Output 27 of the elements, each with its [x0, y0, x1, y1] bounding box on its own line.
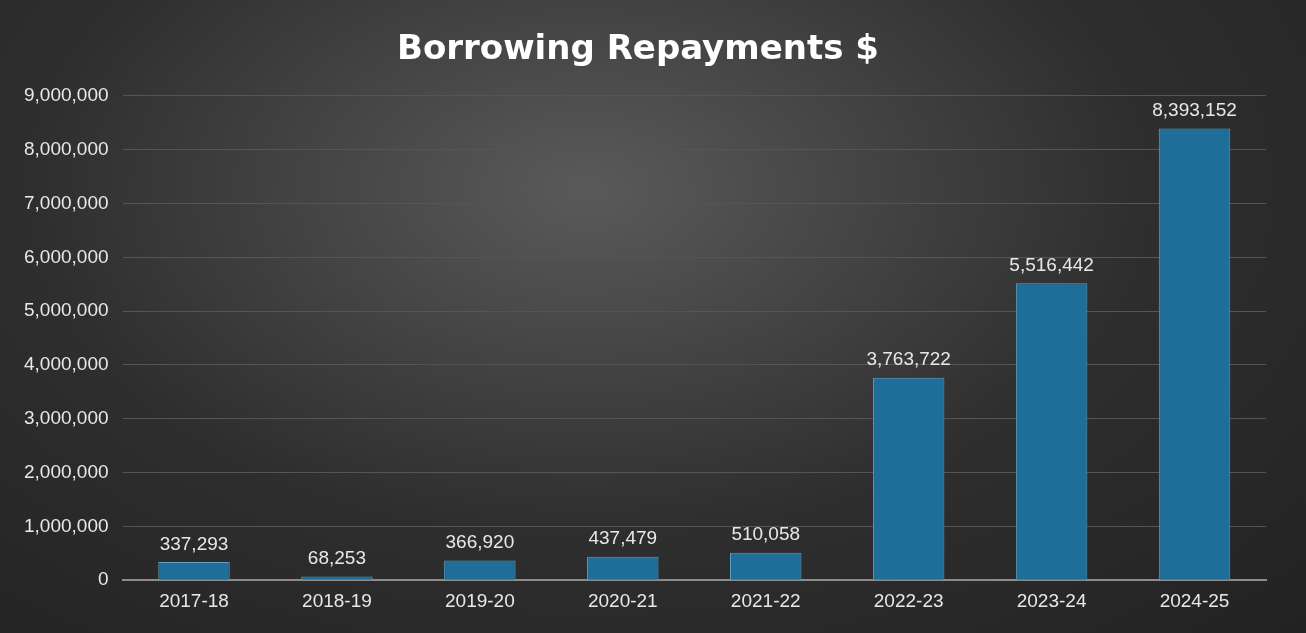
y-tick-label: 3,000,000 — [23, 406, 109, 428]
y-tick-label: 7,000,000 — [23, 191, 109, 213]
x-tick-label: 2017-18 — [159, 589, 229, 611]
data-label: 337,293 — [159, 532, 229, 554]
x-tick-label: 2023-24 — [1016, 589, 1087, 611]
y-tick-label: 8,000,000 — [23, 137, 109, 159]
y-tick-label: 6,000,000 — [23, 245, 109, 267]
x-tick-label: 2020-21 — [587, 589, 658, 611]
data-label: 437,479 — [588, 527, 658, 549]
x-tick-label: 2024-25 — [1159, 589, 1230, 611]
chart-title: Borrowing Repayments $ — [397, 27, 879, 68]
data-label: 3,763,722 — [866, 348, 951, 370]
data-label: 68,253 — [307, 547, 366, 569]
y-tick-label: 1,000,000 — [23, 514, 109, 536]
y-tick-label: 9,000,000 — [23, 84, 109, 106]
data-label: 5,516,442 — [1009, 254, 1094, 276]
data-label: 366,920 — [445, 531, 515, 553]
x-tick-label: 2018-19 — [302, 589, 372, 611]
x-tick-label: 2022-23 — [873, 589, 944, 611]
data-label: 8,393,152 — [1152, 99, 1237, 121]
data-label: 510,058 — [731, 523, 801, 545]
y-tick-label: 5,000,000 — [23, 299, 109, 321]
y-tick-label: 0 — [97, 568, 109, 590]
x-tick-label: 2019-20 — [444, 589, 515, 611]
x-tick-label: 2021-22 — [730, 589, 801, 611]
y-tick-label: 2,000,000 — [23, 460, 109, 482]
y-tick-label: 4,000,000 — [23, 353, 109, 375]
